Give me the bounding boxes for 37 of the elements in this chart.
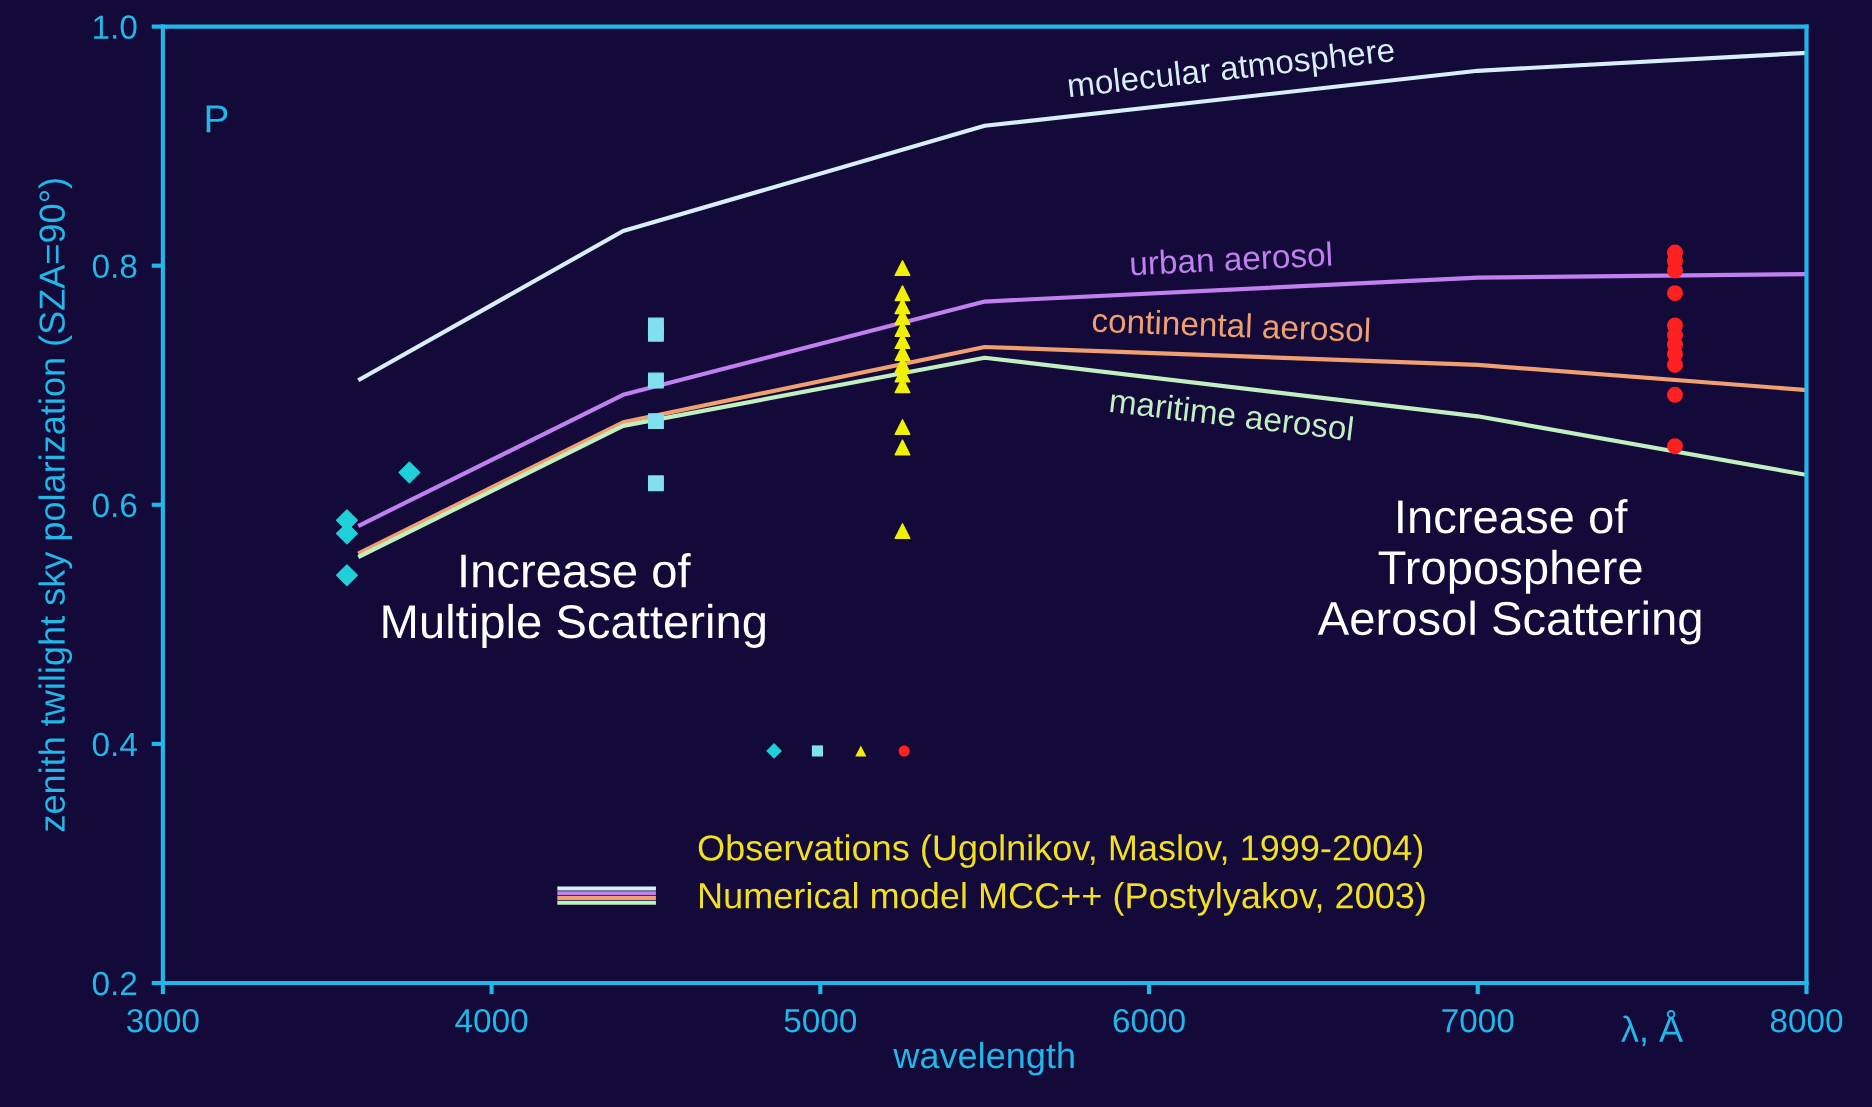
x-tick-label: 6000 [1113, 1008, 1185, 1033]
series-label: urban aerosol [1130, 241, 1332, 276]
annotation: Increase of Troposphere Aerosol Scattering [1317, 498, 1701, 645]
y-axis-title: zenith twilight sky polarization (SZA=90°) [38, 179, 73, 832]
y-tick-label: 0.6 [92, 493, 137, 518]
x-tick-label: 8000 [1770, 1008, 1843, 1033]
series-label: continental aerosol [1092, 307, 1370, 343]
point [894, 285, 911, 302]
y-tick-label: 0.8 [92, 254, 137, 279]
y-tick-label: 1.0 [94, 15, 137, 39]
annotation: P [206, 105, 228, 133]
point [1667, 438, 1683, 455]
text: λ, Å [1621, 1010, 1684, 1047]
point [894, 439, 911, 456]
point [335, 564, 358, 587]
point [647, 325, 664, 342]
point [894, 260, 911, 277]
point [1667, 285, 1683, 302]
annotation: Increase of Multiple Scattering [383, 553, 765, 648]
x-axis-title: wavelength [893, 1041, 1074, 1076]
annotation: Observations (Ugolnikov, Maslov, 1999-2004) [698, 834, 1423, 868]
point [1667, 386, 1683, 403]
point [894, 523, 911, 540]
y-tick-label: 0.4 [92, 732, 137, 757]
point [647, 475, 664, 492]
x-tick-label: 4000 [455, 1008, 528, 1033]
x-tick-label: 3000 [127, 1008, 199, 1033]
x-tick-label: 5000 [784, 1008, 857, 1033]
y-tick-label: 0.2 [92, 971, 137, 996]
point [398, 461, 421, 484]
x-tick-label: 7000 [1442, 1008, 1514, 1033]
text: maritime aerosol [1110, 387, 1354, 441]
text: molecular atmosphere [1067, 36, 1396, 104]
annotation: Numerical model MCC++ (Postylyakov, 2003) [700, 882, 1425, 916]
point [894, 419, 911, 436]
point [647, 372, 664, 389]
point [647, 413, 664, 430]
